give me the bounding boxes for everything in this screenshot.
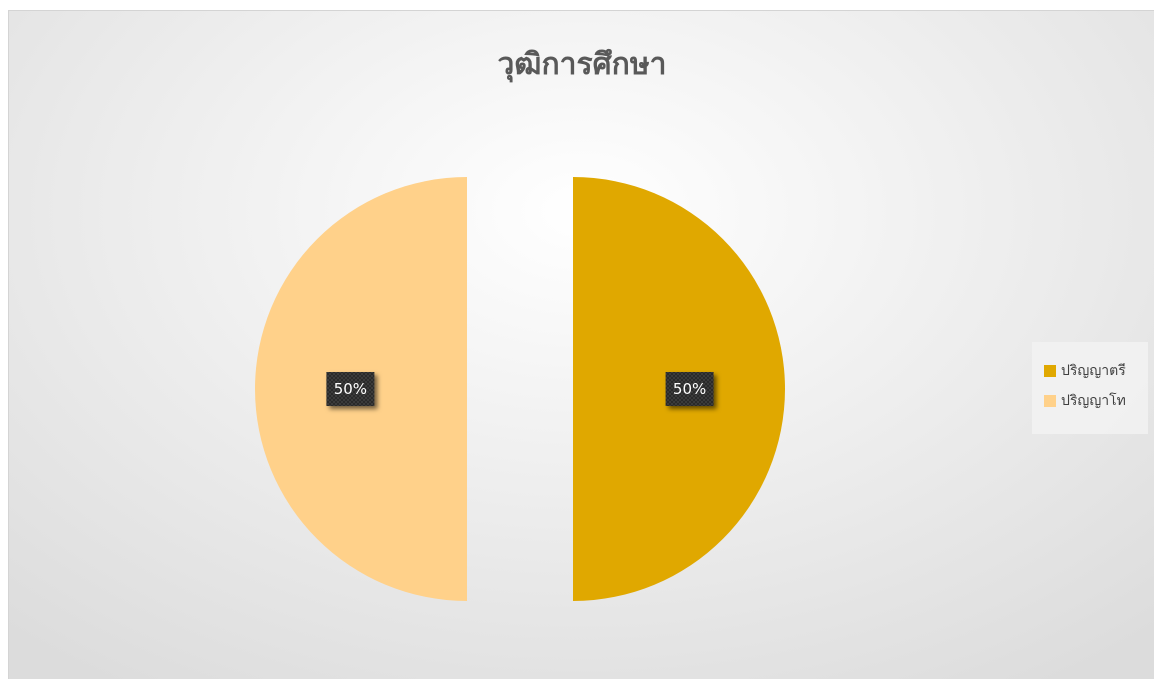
legend: ปริญญาตรี ปริญญาโท [1032,342,1148,434]
legend-item-bachelor: ปริญญาตรี [1044,356,1148,386]
legend-swatch-master [1044,395,1056,407]
data-label-bachelor: 50% [665,372,714,406]
data-label-master: 50% [326,372,375,406]
legend-swatch-bachelor [1044,365,1056,377]
svg-text:50%: 50% [334,380,367,398]
legend-label-master: ปริญญาโท [1061,393,1126,409]
legend-label-bachelor: ปริญญาตรี [1061,363,1126,379]
svg-text:50%: 50% [673,380,706,398]
chart-title: วุฒิการศึกษา [497,47,667,82]
legend-item-master: ปริญญาโท [1044,386,1148,416]
pie-plot: 50% 50% [255,177,785,601]
chart-area: วุฒิการศึกษา 50% 50% ปริญญาตรี ปริญญาโท [8,10,1154,679]
